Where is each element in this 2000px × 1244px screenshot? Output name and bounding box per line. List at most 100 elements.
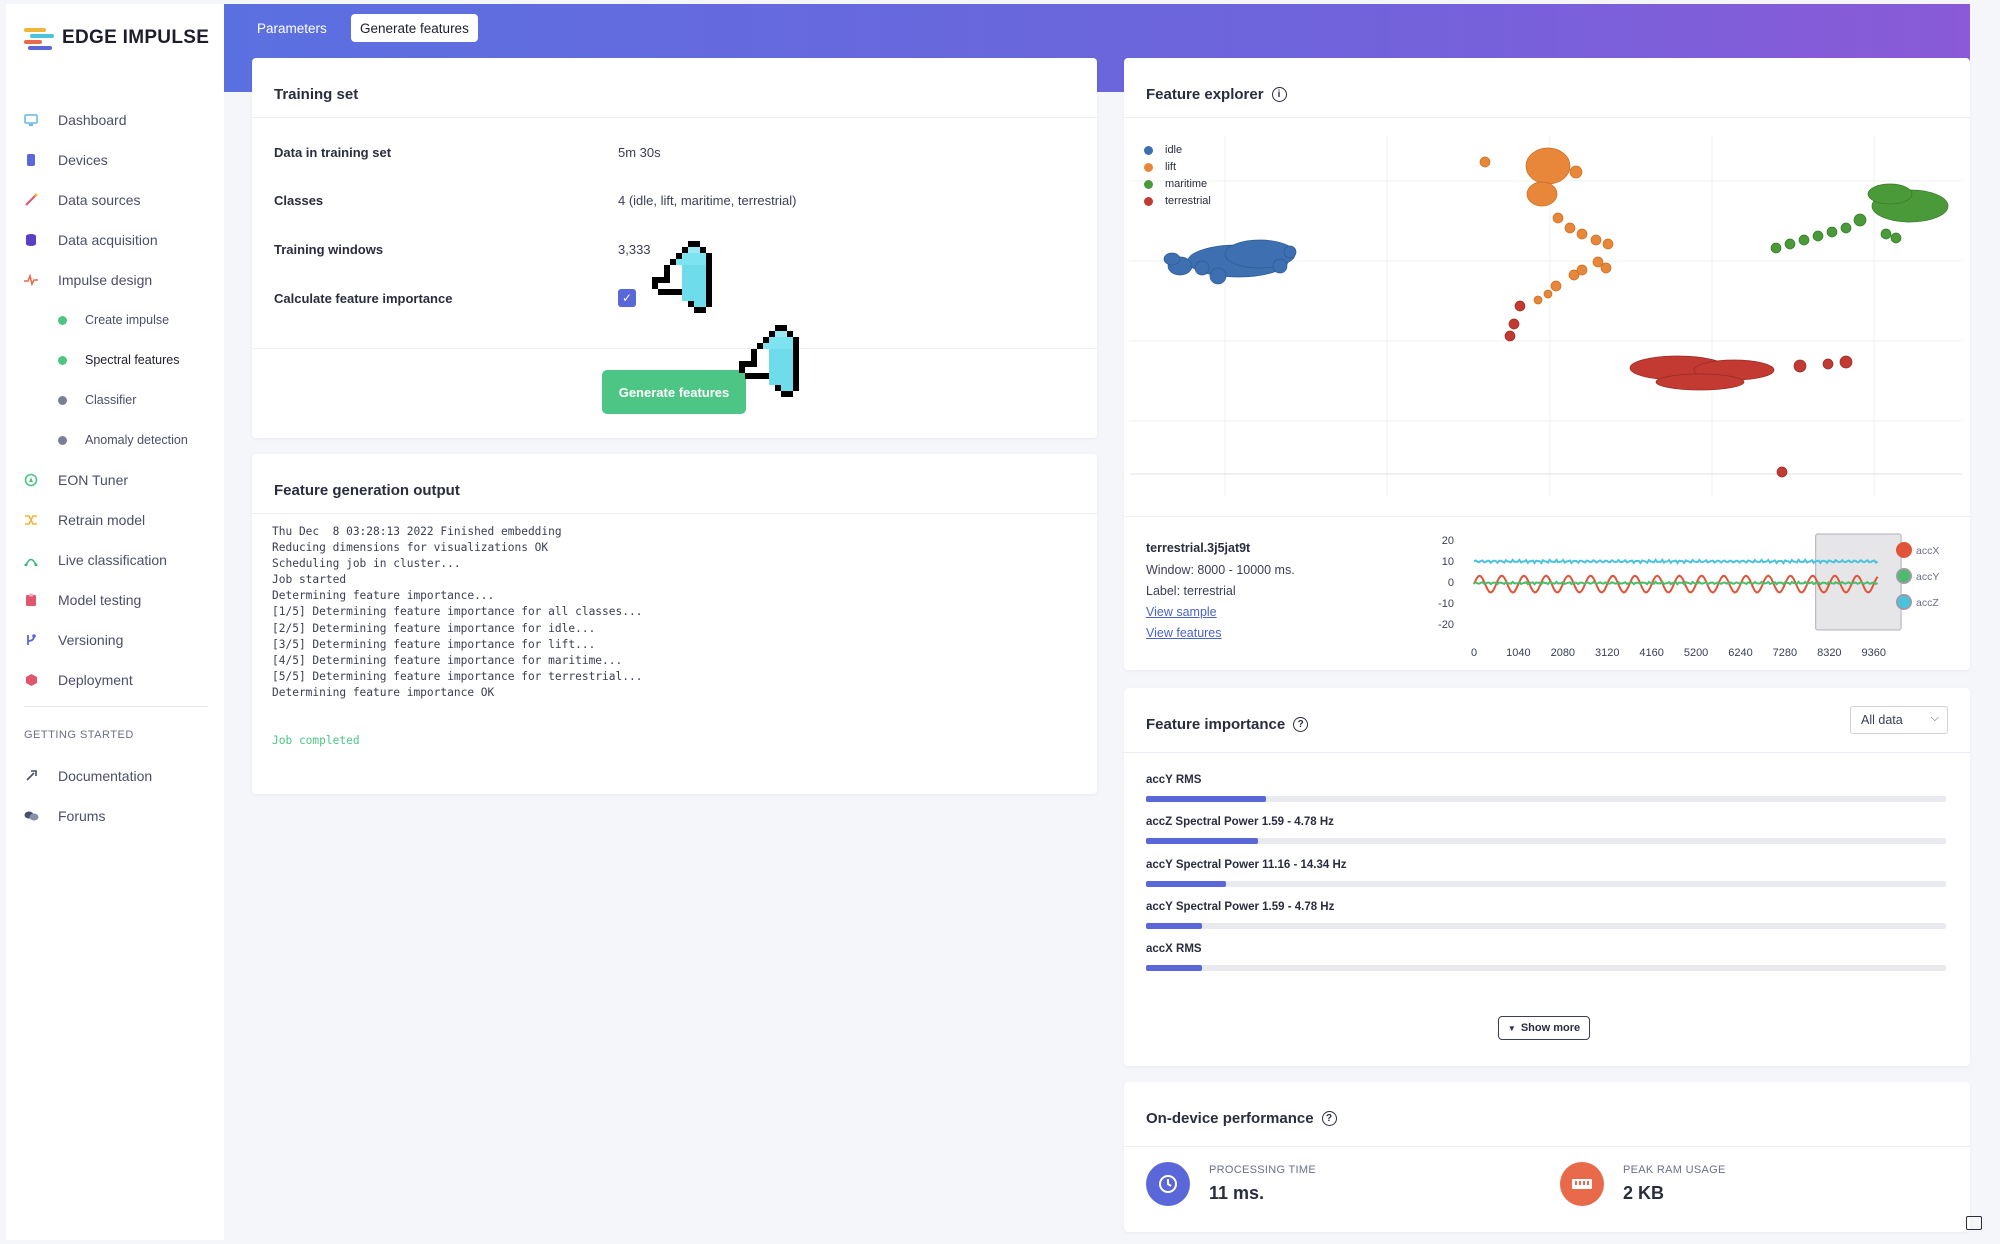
log-line: Scheduling job in cluster... xyxy=(272,557,461,571)
importance-bar xyxy=(1146,965,1946,971)
pointer-cursor-icon xyxy=(739,325,799,397)
live-icon xyxy=(22,551,40,569)
caret-down-icon: ▼ xyxy=(1507,1023,1516,1033)
cluster-idle xyxy=(1163,239,1297,285)
legend-item-idle[interactable]: idle xyxy=(1144,144,1182,156)
sidebar-item-spectral-features[interactable]: Spectral features xyxy=(6,340,224,380)
y-tick-label: 0 xyxy=(1448,577,1454,589)
status-dot xyxy=(58,355,67,365)
row-value: 4 (idle, lift, maritime, terrestrial) xyxy=(618,193,797,208)
legend-label-accX: accX xyxy=(1916,545,1939,557)
log-line: [1/5] Determining feature importance for… xyxy=(272,605,643,619)
legend-label: maritime xyxy=(1165,178,1208,190)
view-sample-link[interactable]: View sample xyxy=(1146,605,1217,619)
feature-importance-checkbox[interactable]: ✓ xyxy=(618,289,636,307)
clock-icon xyxy=(1146,1162,1190,1206)
panel-title: Feature explorer i xyxy=(1146,86,1287,103)
legend-item-lift[interactable]: lift xyxy=(1144,161,1176,173)
row-value: 5m 30s xyxy=(618,145,661,160)
brand-logo[interactable]: EDGE IMPULSE xyxy=(24,26,209,50)
legend-label: lift xyxy=(1165,161,1176,173)
row-label: Classes xyxy=(274,193,324,208)
sidebar-item-create-impulse[interactable]: Create impulse xyxy=(6,300,224,340)
scatter-plot[interactable] xyxy=(1130,136,1962,556)
y-tick-label: -20 xyxy=(1438,619,1454,631)
sidebar-item-deployment[interactable]: Deployment xyxy=(6,660,224,700)
processing-time-label: PROCESSING TIME xyxy=(1209,1164,1316,1176)
sidebar-item-anomaly-detection[interactable]: Anomaly detection xyxy=(6,420,224,460)
legend-item-terrestrial[interactable]: terrestrial xyxy=(1144,195,1211,207)
sidebar-item-label: Spectral features xyxy=(85,353,180,367)
panel-title: Training set xyxy=(274,86,359,103)
sidebar-item-model-testing[interactable]: Model testing xyxy=(6,580,224,620)
log-line: [4/5] Determining feature importance for… xyxy=(272,653,623,667)
row-label: Calculate feature importance xyxy=(274,291,453,306)
sidebar-item-data-sources[interactable]: Data sources xyxy=(6,180,224,220)
cluster-terrestrial xyxy=(1504,300,1853,478)
legend-dot xyxy=(1144,162,1153,172)
output-panel: Feature generation output Thu Dec 8 03:2… xyxy=(252,454,1097,794)
panel-title: On-device performance? xyxy=(1146,1110,1337,1127)
divider xyxy=(1124,117,1970,118)
panel-title-text: On-device performance xyxy=(1146,1110,1314,1127)
tab-generate-features[interactable]: Generate features xyxy=(351,14,478,42)
legend-label: idle xyxy=(1165,144,1183,156)
sidebar-item-label: Deployment xyxy=(58,672,133,688)
chat-bubbles-icon xyxy=(22,807,40,825)
sidebar-item-forums[interactable]: Forums xyxy=(6,796,224,836)
importance-bar-fill xyxy=(1146,965,1202,971)
sidebar-item-documentation[interactable]: Documentation xyxy=(6,756,224,796)
sidebar-item-versioning[interactable]: Versioning xyxy=(6,620,224,660)
importance-bar-fill xyxy=(1146,838,1258,844)
panel-title-text: Feature importance xyxy=(1146,716,1286,733)
y-tick-label: 10 xyxy=(1442,556,1454,568)
sidebar-item-dashboard[interactable]: Dashboard xyxy=(6,100,224,140)
sidebar-item-label: Classifier xyxy=(85,393,137,407)
y-tick-label: 20 xyxy=(1442,535,1454,547)
sample-name: terrestrial.3j5jat9t xyxy=(1146,541,1251,555)
x-tick-label: 5200 xyxy=(1684,647,1708,659)
importance-bar xyxy=(1146,838,1946,844)
panel-title-text: Feature explorer xyxy=(1146,86,1264,103)
row-label: Training windows xyxy=(274,242,384,257)
series-line-accZ xyxy=(1473,558,1879,565)
sidebar-item-live-classification[interactable]: Live classification xyxy=(6,540,224,580)
info-icon[interactable]: i xyxy=(1271,87,1287,102)
feedback-icon[interactable] xyxy=(1966,1216,1982,1230)
logo-icon xyxy=(24,26,54,50)
sidebar-item-retrain-model[interactable]: Retrain model xyxy=(6,500,224,540)
view-features-link[interactable]: View features xyxy=(1146,626,1222,640)
log-line: [3/5] Determining feature importance for… xyxy=(272,637,596,651)
sidebar-item-label: Forums xyxy=(58,808,106,824)
button-label: Show more xyxy=(1520,1022,1581,1034)
signal-chart[interactable]: 20 10 0 -10 -20 0 1040 2080 3120 4160 5200 6240 7280… xyxy=(1414,528,1954,668)
sidebar-item-eon-tuner[interactable]: EON Tuner xyxy=(6,460,224,500)
sidebar-item-classifier[interactable]: Classifier xyxy=(6,380,224,420)
job-completed-text: Job completed xyxy=(272,734,360,748)
help-icon[interactable]: ? xyxy=(1321,1111,1337,1126)
legend-label: terrestrial xyxy=(1165,195,1211,207)
tab-parameters[interactable]: Parameters xyxy=(257,20,327,36)
pulse-icon xyxy=(22,271,40,289)
y-tick-label: -10 xyxy=(1438,598,1454,610)
rocket-icon xyxy=(22,767,40,785)
sidebar-item-devices[interactable]: Devices xyxy=(6,140,224,180)
legend-item-maritime[interactable]: maritime xyxy=(1144,178,1207,190)
legend-label-accY: accY xyxy=(1916,571,1939,583)
sidebar-item-data-acquisition[interactable]: Data acquisition xyxy=(6,220,224,260)
data-filter-select[interactable]: All data ⌵ xyxy=(1850,706,1948,734)
status-dot xyxy=(58,395,67,405)
show-more-button[interactable]: ▼ Show more xyxy=(1498,1016,1590,1040)
sidebar-item-label: Live classification xyxy=(58,552,167,568)
generate-features-button[interactable]: Generate features xyxy=(602,370,746,414)
help-icon[interactable]: ? xyxy=(1293,717,1309,732)
importance-bar-fill xyxy=(1146,881,1226,887)
cluster-maritime xyxy=(1770,183,1949,254)
feature-label: accX RMS xyxy=(1146,943,1202,955)
feature-label: accY Spectral Power 11.16 - 14.34 Hz xyxy=(1146,859,1347,871)
memory-icon xyxy=(1560,1162,1604,1206)
panel-title: Feature importance? xyxy=(1146,716,1309,733)
sidebar-item-impulse-design[interactable]: Impulse design xyxy=(6,260,224,300)
feature-label: accY RMS xyxy=(1146,774,1202,786)
pointer-cursor-icon xyxy=(652,241,712,313)
